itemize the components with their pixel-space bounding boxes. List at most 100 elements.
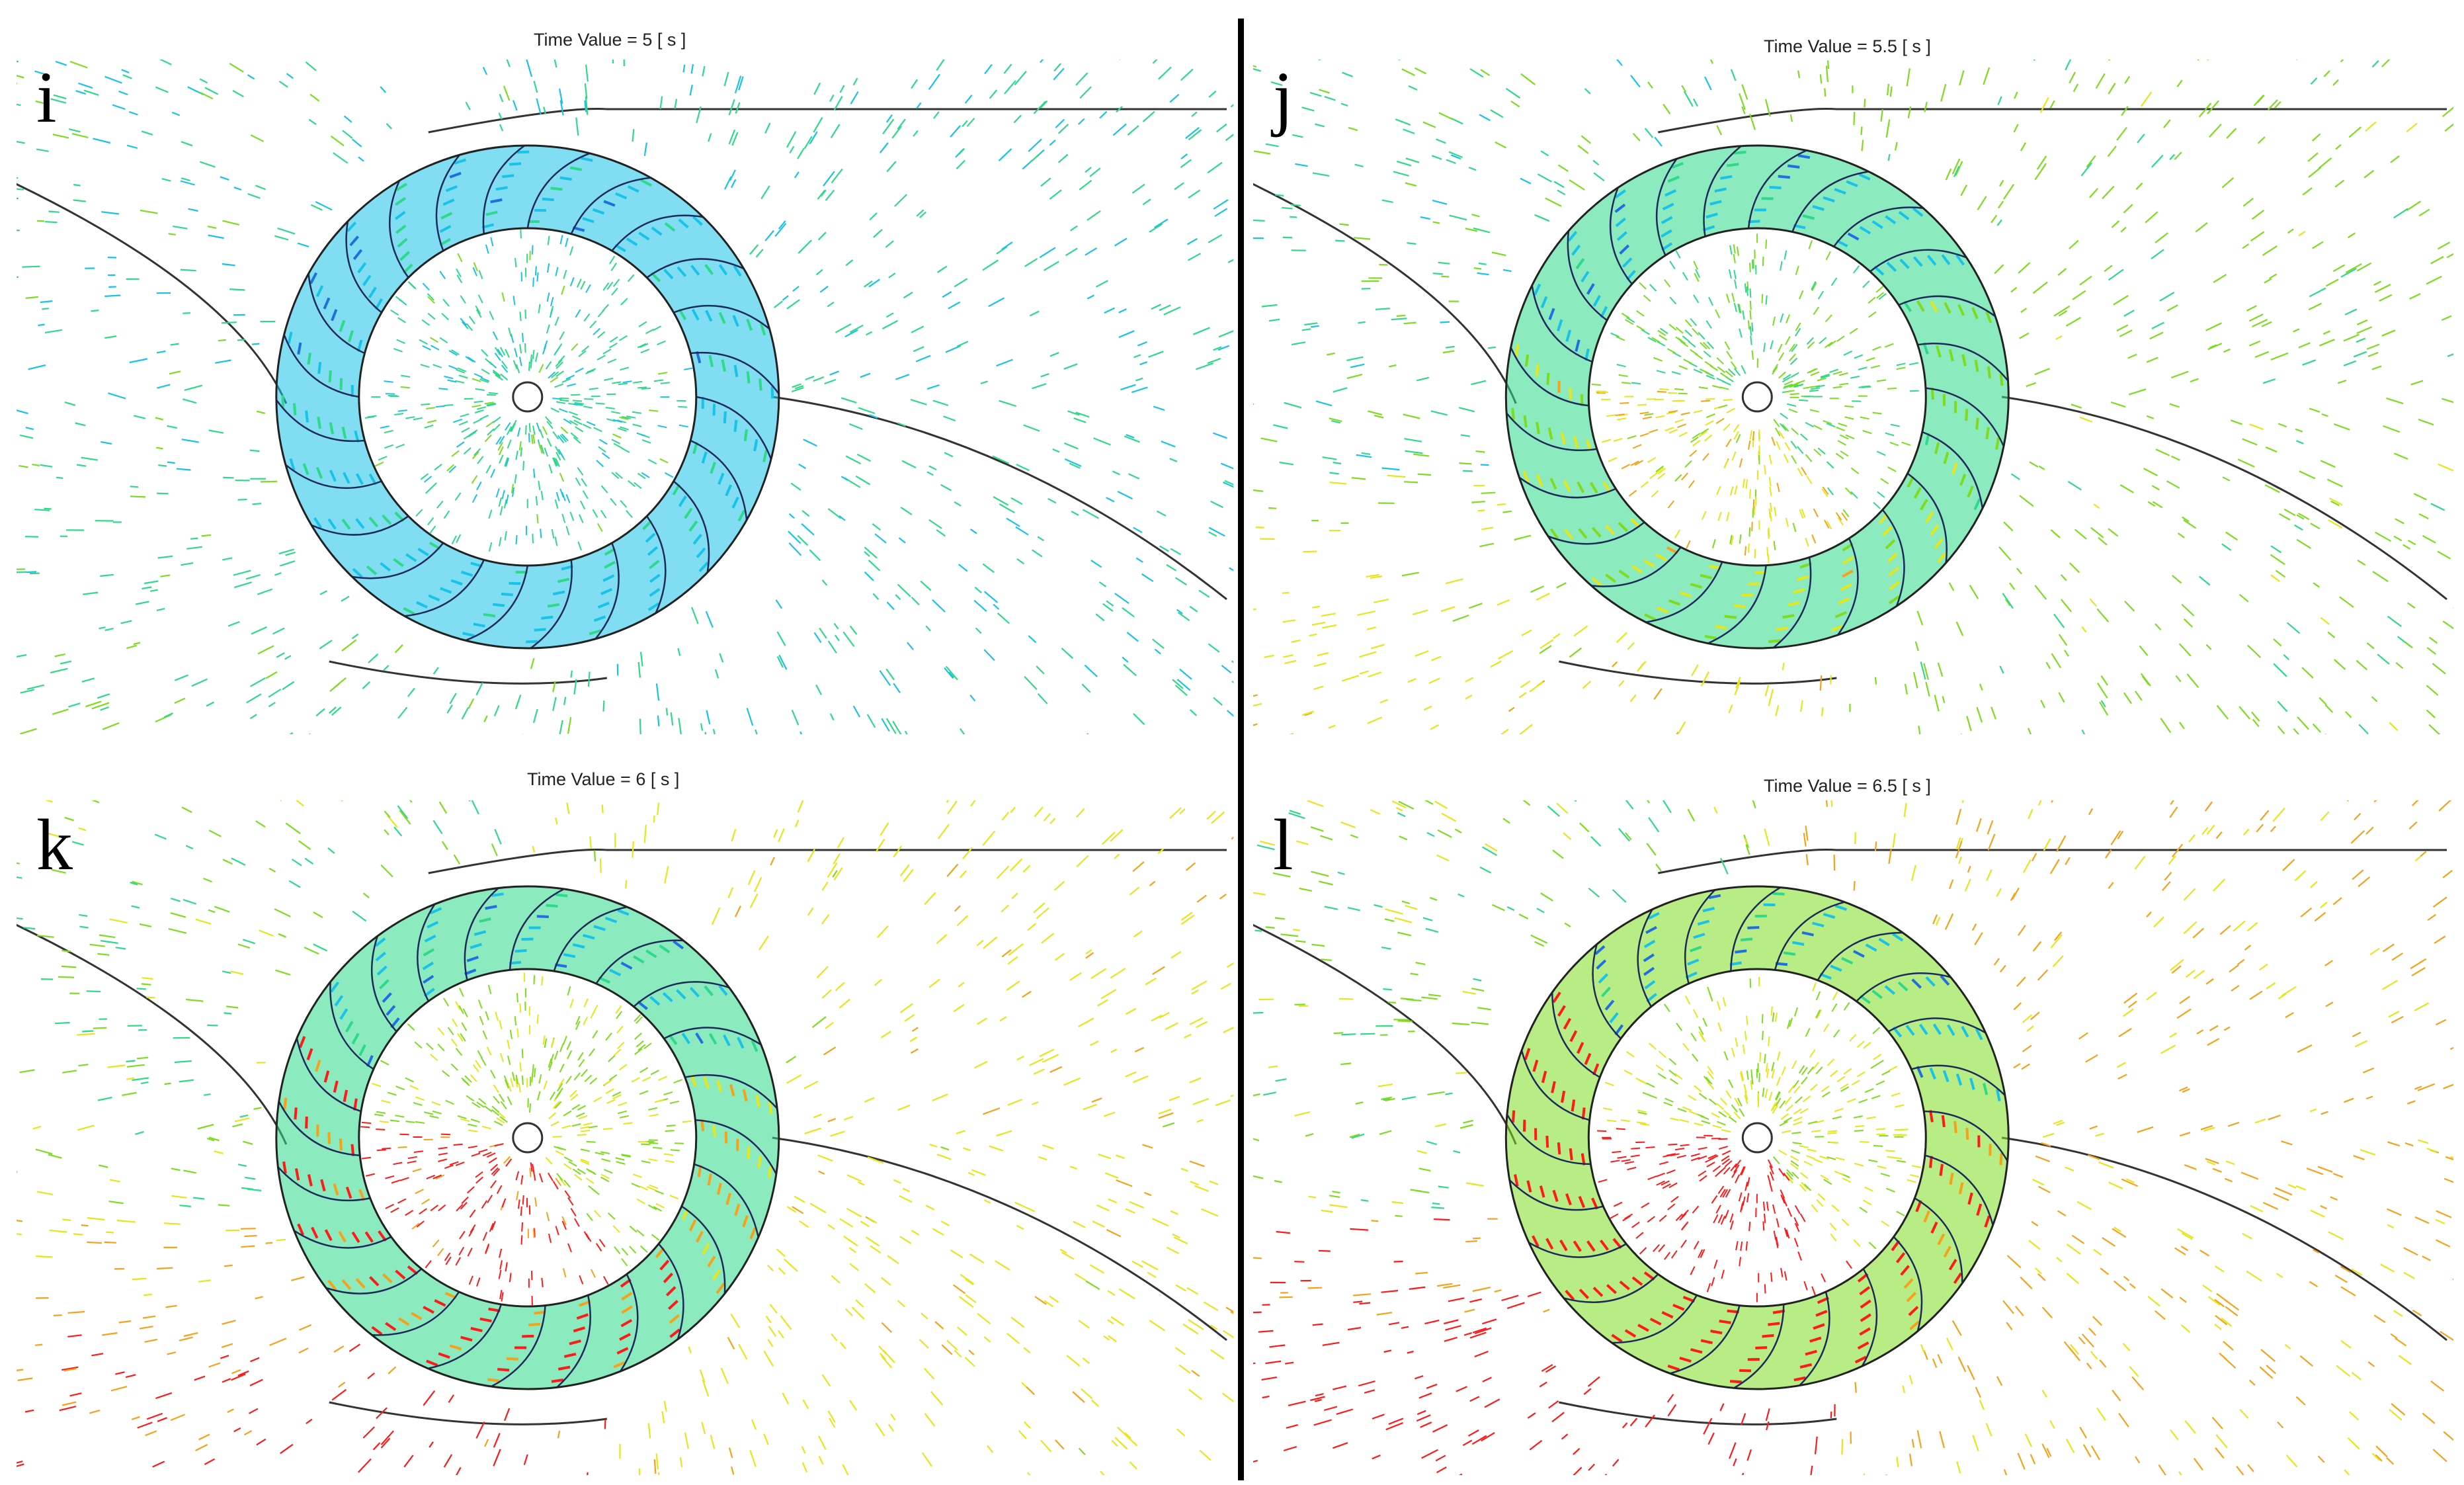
runner-blade — [509, 888, 565, 970]
runner-blade — [1869, 249, 1967, 273]
inlet-upper-curve — [17, 923, 288, 1145]
runner-ring — [1506, 146, 2009, 648]
runner-blade — [277, 1166, 370, 1202]
runner-blade — [1861, 1268, 1878, 1367]
upper-casing-line — [1658, 107, 2447, 134]
runner-blade — [1518, 476, 1616, 499]
casing-outline — [17, 107, 1227, 685]
runner-blade — [296, 1038, 362, 1113]
outlet-lower-curve — [772, 396, 1227, 601]
runner-blade — [294, 1230, 392, 1249]
runner-blade — [1772, 557, 1812, 649]
panel-k-velocity-plot — [17, 800, 1233, 1475]
runner-blade — [1774, 901, 1845, 970]
runner-blade — [611, 214, 704, 251]
runner-blade — [695, 1119, 777, 1175]
runner-blade — [1924, 1154, 1994, 1226]
runner-blade — [278, 1101, 360, 1156]
lower-casing-line — [1558, 1401, 1837, 1425]
runner-outer-rim — [1504, 885, 2010, 1390]
casing-outline — [1253, 107, 2447, 685]
runner-blade — [1833, 206, 1924, 247]
runner-blade — [530, 560, 573, 650]
upper-casing-line — [428, 107, 1227, 134]
lower-casing-line — [329, 1401, 608, 1425]
runner-blade — [673, 305, 770, 330]
runner-blades — [275, 144, 780, 650]
panel-l-letter: l — [1273, 804, 1294, 885]
runner-blade — [1637, 909, 1653, 1007]
runner-outer-rim — [1504, 144, 2010, 650]
panel-j-velocity-plot — [1253, 60, 2453, 734]
runner-blade — [1914, 1197, 1963, 1283]
outlet-lower-curve — [2002, 396, 2447, 601]
runner-blade — [389, 180, 409, 278]
lower-casing-line — [329, 660, 608, 685]
runner-blade — [690, 439, 748, 521]
runner-blade — [325, 1268, 423, 1294]
runner-blade — [1910, 1064, 2006, 1096]
runner-hub — [1741, 1122, 1773, 1154]
panel-divider — [1238, 19, 1244, 1480]
runner-outer-rim — [275, 144, 780, 650]
inner-region-vectors — [360, 972, 692, 1306]
runner-blade — [1567, 230, 1608, 321]
runner-blade — [1817, 931, 1903, 981]
casing-outline — [1253, 848, 2447, 1425]
runner-blade — [696, 396, 772, 460]
runner-blade — [1922, 431, 1984, 509]
panel-k-time-label: Time Value = 6 [ s ] — [527, 769, 680, 789]
runner-blade — [1510, 347, 1589, 407]
runner-blades — [277, 887, 778, 1388]
runner-hub — [512, 1122, 544, 1154]
runner-blade — [690, 351, 780, 395]
runner-blade — [428, 1304, 503, 1370]
flow-field-vectors — [1253, 800, 2453, 1475]
inner-region-vectors — [1591, 233, 1919, 564]
runner-blade — [1684, 889, 1716, 984]
runner-ring — [276, 146, 779, 648]
runner-blade — [556, 1294, 591, 1388]
inner-region-vectors — [364, 229, 694, 552]
panel-j-letter: j — [1273, 57, 1294, 138]
runner-blades — [1506, 145, 2009, 649]
runner-blade — [1506, 1114, 1591, 1166]
runner-blade — [673, 480, 710, 573]
runner-blade — [1592, 944, 1622, 1039]
runner-blade — [1612, 1294, 1698, 1344]
runner-blade — [1547, 521, 1645, 545]
runner-blade — [1925, 387, 2005, 447]
inlet-upper-curve — [17, 183, 288, 404]
runner-blade — [311, 515, 409, 536]
runner-blade — [1551, 992, 1600, 1078]
outlet-lower-curve — [772, 1136, 1227, 1341]
panel-l-velocity-plot — [1253, 800, 2453, 1475]
runner-blades — [1506, 886, 2008, 1389]
flow-field-vectors — [1253, 60, 2453, 734]
runner-blade — [308, 273, 366, 355]
runner-blade — [329, 982, 374, 1070]
runner-blade — [464, 887, 499, 981]
outlet-lower-curve — [2002, 1136, 2447, 1341]
runner-blade — [526, 152, 591, 229]
runner-blade — [1733, 1304, 1785, 1389]
runner-blade — [684, 1074, 778, 1109]
runner-blade — [1591, 546, 1682, 587]
runner-blade — [283, 334, 360, 398]
runner-blade — [1799, 1291, 1830, 1386]
runner-blade — [570, 177, 651, 235]
runner-blade — [681, 1205, 726, 1294]
runner-inner-rim — [1587, 227, 1927, 567]
panel-i-velocity-plot — [17, 60, 1233, 734]
runner-blade — [1506, 412, 1597, 452]
runner-blade — [694, 1163, 759, 1238]
runner-blade — [345, 221, 382, 314]
flow-field-vectors — [17, 60, 1233, 734]
runner-blade — [1703, 145, 1742, 237]
panel-j-time-label: Time Value = 5.5 [ s ] — [1764, 36, 1931, 56]
runner-blade — [352, 542, 444, 579]
upper-casing-line — [428, 848, 1227, 874]
runner-inner-rim — [358, 227, 698, 567]
runner-hub — [512, 381, 544, 413]
